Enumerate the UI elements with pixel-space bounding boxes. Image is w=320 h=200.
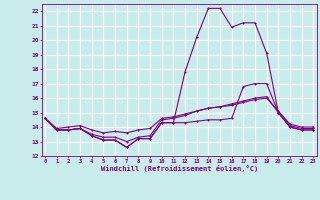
X-axis label: Windchill (Refroidissement éolien,°C): Windchill (Refroidissement éolien,°C) — [100, 165, 258, 172]
